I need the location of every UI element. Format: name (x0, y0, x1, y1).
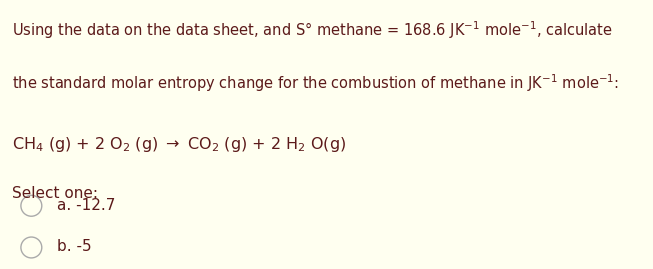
Text: the standard molar entropy change for the combustion of methane in JK$^{-1}$ mol: the standard molar entropy change for th… (12, 73, 619, 94)
Text: b. -5: b. -5 (57, 239, 92, 254)
Text: CH$_4$ (g) + 2 O$_2$ (g) $\rightarrow$ CO$_2$ (g) + 2 H$_2$ O(g): CH$_4$ (g) + 2 O$_2$ (g) $\rightarrow$ C… (12, 134, 346, 154)
Text: Using the data on the data sheet, and S$\degree$ methane = 168.6 JK$^{-1}$ mole$: Using the data on the data sheet, and S$… (12, 19, 613, 41)
Text: Select one:: Select one: (12, 186, 98, 201)
Text: a. -12.7: a. -12.7 (57, 198, 116, 213)
